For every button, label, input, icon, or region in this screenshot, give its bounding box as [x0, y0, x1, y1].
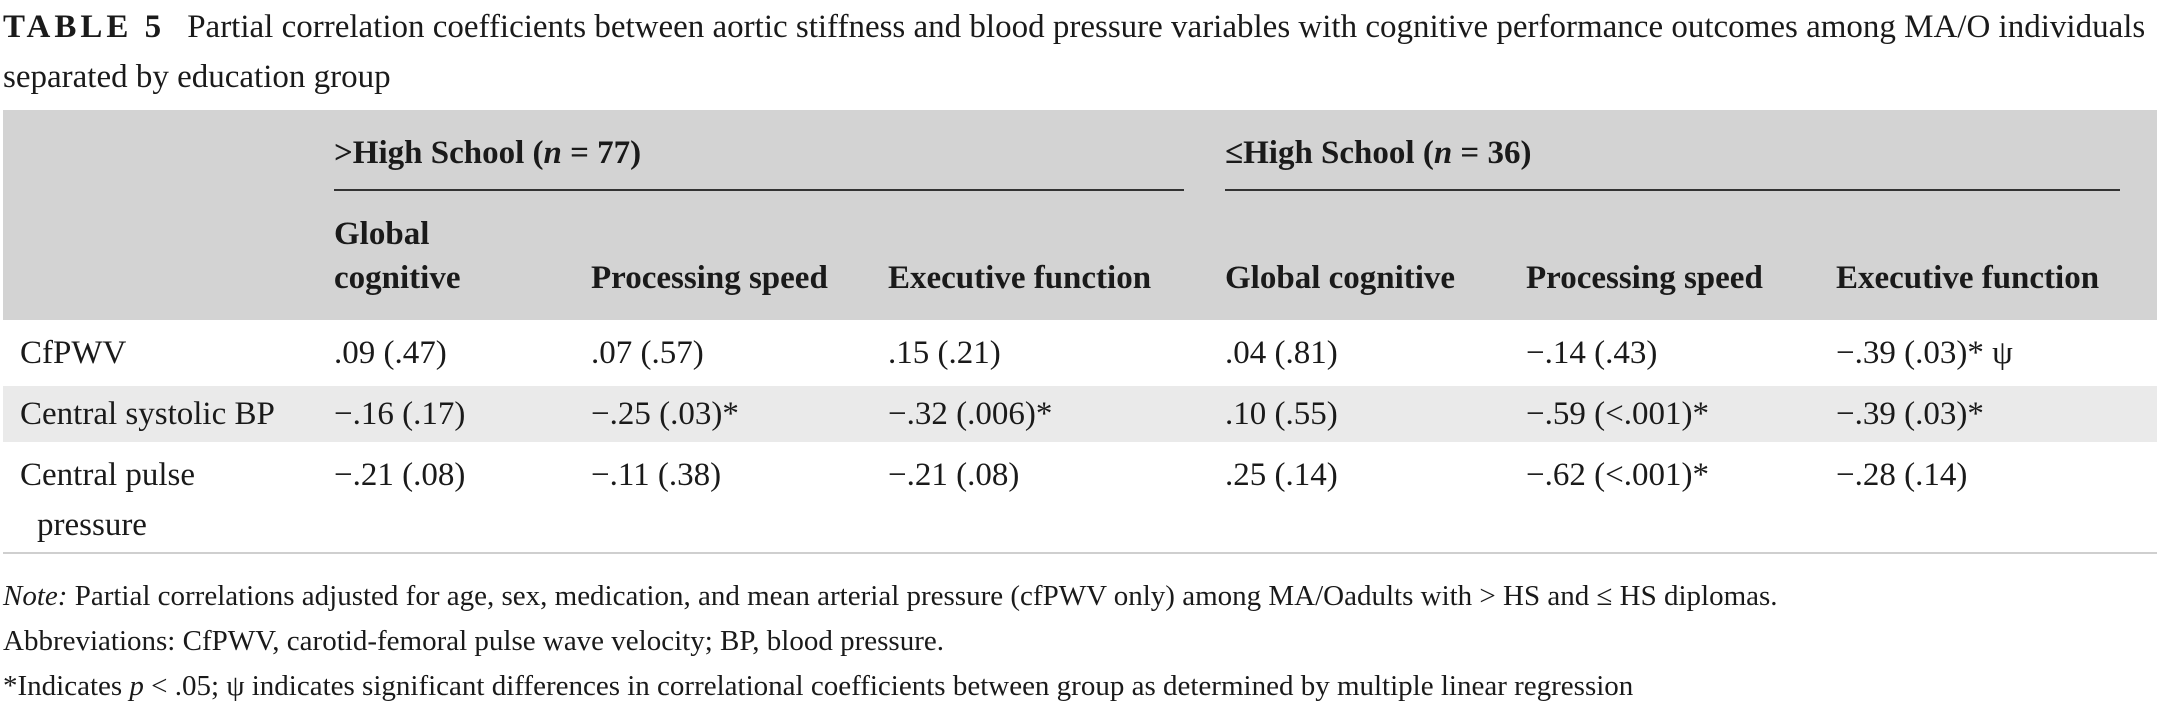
row-label-central-pulse-pressure: Central pulse pressure	[20, 457, 196, 543]
group-header-high-school-or-less: ≤High School (n = 36)	[1225, 135, 1532, 171]
table-cell: −.21 (.08)	[334, 457, 466, 493]
column-header-processing-speed-1: Processing speed	[591, 260, 828, 296]
column-header-global-cognitive-2: Global cognitive	[1225, 260, 1456, 296]
table-significance-note: *Indicates p < .05; ψ indicates signific…	[3, 670, 1634, 702]
table-note: Note: Partial correlations adjusted for …	[3, 580, 1778, 612]
table-title: Partial correlation coefficients between…	[3, 9, 2146, 95]
table-cell: .04 (.81)	[1225, 335, 1338, 371]
row-label-cfpwv: CfPWV	[20, 335, 127, 371]
column-header-executive-function-1: Executive function	[888, 260, 1152, 296]
table-cell: −.21 (.08)	[888, 457, 1020, 493]
table-cell: −.32 (.006)*	[888, 396, 1053, 432]
table-cell: −.25 (.03)*	[591, 396, 739, 432]
table-bottom-rule	[3, 552, 2157, 554]
table-cell: .07 (.57)	[591, 335, 704, 371]
column-header-executive-function-2: Executive function	[1836, 260, 2100, 296]
table-cell: .09 (.47)	[334, 335, 447, 371]
table-caption: TABLE 5 Partial correlation coefficients …	[3, 2, 2153, 102]
table-label: TABLE 5	[3, 9, 166, 45]
table-cell: −.59 (<.001)*	[1526, 396, 1709, 432]
group-header-above-high-school: >High School (n = 77)	[334, 135, 642, 171]
table-header	[3, 110, 2157, 320]
column-header-global-cognitive-1: Global cognitive	[334, 216, 461, 296]
table-cell: −.28 (.14)	[1836, 457, 1968, 493]
row-label-central-systolic-bp: Central systolic BP	[20, 396, 275, 432]
table-cell: .15 (.21)	[888, 335, 1001, 371]
table-row-stripe	[3, 386, 2157, 442]
table-cell: −.14 (.43)	[1526, 335, 1658, 371]
group-rule-high-school-or-less	[1225, 189, 2120, 191]
table-cell: −.39 (.03)* ψ	[1836, 335, 2013, 371]
table-abbreviations: Abbreviations: CfPWV, carotid-femoral pu…	[3, 625, 944, 657]
table-cell: .10 (.55)	[1225, 396, 1338, 432]
table-cell: −.62 (<.001)*	[1526, 457, 1709, 493]
column-header-processing-speed-2: Processing speed	[1526, 260, 1763, 296]
table-cell: −.11 (.38)	[591, 457, 722, 493]
table-cell: .25 (.14)	[1225, 457, 1338, 493]
group-rule-above-high-school	[334, 189, 1184, 191]
table-cell: −.16 (.17)	[334, 396, 466, 432]
table-cell: −.39 (.03)*	[1836, 396, 1984, 432]
